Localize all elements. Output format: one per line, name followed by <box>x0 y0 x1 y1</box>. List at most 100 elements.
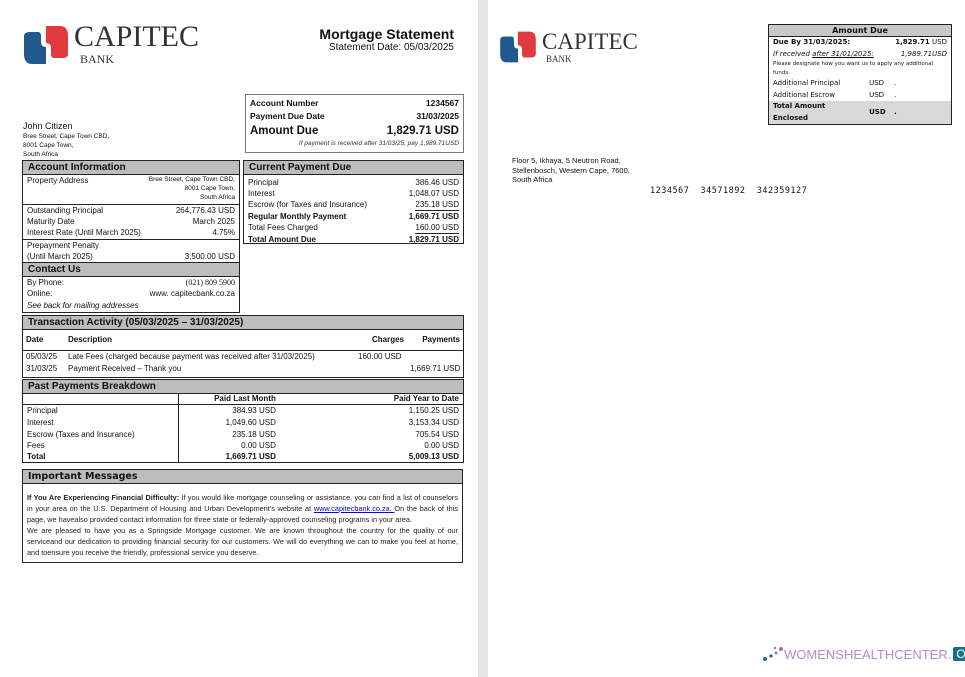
address-line: South Africa <box>512 175 553 184</box>
address-line: South Africa <box>23 151 59 158</box>
paid-last-month: 235.18 USD <box>232 430 276 439</box>
brand-sub: BANK <box>546 54 572 64</box>
column-header: Charges <box>371 335 404 344</box>
column-header <box>23 394 179 405</box>
column-header: Paid Year to Date <box>393 394 459 403</box>
unit: USD <box>869 90 885 99</box>
account-number-label: Account Number <box>250 98 319 108</box>
property-line: Bree Street, Cape Town CBD, <box>148 176 235 183</box>
property-label: Property Address <box>27 176 89 185</box>
penalty-label: Prepayment Penalty <box>27 241 100 250</box>
row-label: Principal <box>23 404 179 417</box>
section-header: Transaction Activity (05/03/2025 – 31/03… <box>23 316 463 330</box>
section-header: Past Payments Breakdown <box>23 380 463 394</box>
due-value: 1,829.71 USD <box>408 235 459 244</box>
address-line: Floor 5, Ikhaya, 5 Neutron Road, <box>512 156 621 165</box>
column-header: Payments <box>422 335 460 344</box>
account-number: 1234567 <box>425 98 459 108</box>
message-lead: If You Are Experiencing Financial Diffic… <box>27 493 180 502</box>
customer-name: John Citizen <box>23 121 73 131</box>
message-text: On the back of this page, we havealso pr… <box>27 504 458 524</box>
due-date: 31/03/2025 <box>416 111 459 121</box>
column-header: Paid Last Month <box>214 394 276 403</box>
amount-due-coupon: Amount Due Due By 31/03/2025: 1,829.71 US… <box>768 24 952 125</box>
paid-last-month: 1,049.60 USD <box>225 418 276 427</box>
document-title: Mortgage Statement <box>319 26 454 42</box>
watermark-tld: ORG <box>953 647 965 661</box>
brand-name: CAPITEC <box>542 29 638 54</box>
capitec-logo-icon <box>500 31 536 63</box>
customer-address: John Citizen Bree Street, Cape Town CBD,… <box>23 121 109 159</box>
statement-page-coupon: CAPITEC BANK Amount Due Due By 31/03/2025… <box>488 0 965 677</box>
past-payments-breakdown: Past Payments Breakdown Paid Last Month P… <box>22 379 464 463</box>
penalty-value: 3,500.00 USD <box>184 252 235 261</box>
paid-ytd: 0.00 USD <box>424 441 459 450</box>
phone-label: By Phone: <box>27 278 64 287</box>
paid-ytd: 705.54 USD <box>415 430 459 439</box>
column-header: Description <box>68 335 113 344</box>
due-value: 1,669.71 USD <box>408 212 459 221</box>
paid-ytd: 1,150.25 USD <box>408 406 459 415</box>
due-value: 1,048.07 USD <box>408 189 459 198</box>
section-header: Contact Us <box>23 263 239 277</box>
due-label: Regular Monthly Payment <box>248 212 347 221</box>
row-label: Fees <box>23 440 179 451</box>
brand-sub: BANK <box>80 52 115 66</box>
due-unit: USD <box>932 38 947 46</box>
late-amount: 1,989.71USD <box>900 49 947 58</box>
capitec-logo: CAPITEC BANK <box>24 22 199 67</box>
additional-escrow-field[interactable]: . <box>894 90 897 99</box>
additional-principal-field[interactable]: . <box>894 79 897 87</box>
address-line: Bree Street, Cape Town CBD, <box>23 133 110 140</box>
info-value: 4.75% <box>212 228 235 237</box>
message-text: We are pleased to have you as a Springsi… <box>27 526 458 557</box>
late-label: If received <box>773 49 813 58</box>
property-line: 8001 Cape Town, <box>184 185 235 192</box>
phone-number[interactable]: (021) 809 5900 <box>185 278 235 287</box>
info-label: Interest Rate (Until March 2025) <box>27 228 141 237</box>
unit: USD <box>869 107 886 116</box>
watermark-text: WOMENSHEALTHCENTER. <box>784 646 952 662</box>
txn-charges <box>355 363 407 375</box>
capitec-logo-icon <box>24 25 68 64</box>
txn-payments: 1,669.71 USD <box>410 364 461 373</box>
designate-note: Please designate how you want us to appl… <box>773 61 934 76</box>
brand-name: CAPITEC <box>74 20 200 53</box>
website-link[interactable]: www.capitecbank.co.za. <box>313 504 395 513</box>
address-line: Stellenbosch, Western Cape, 7600, <box>512 165 630 175</box>
total-enclosed-label: Total Amount Enclosed <box>773 102 826 122</box>
penalty-sub: (Until March 2025) <box>27 252 93 261</box>
paid-ytd: 5,009.13 USD <box>408 452 459 461</box>
txn-date: 31/03/25 <box>26 364 58 373</box>
paid-last-month: 0.00 USD <box>241 441 276 450</box>
address-line: 8001 Cape Town, <box>23 142 74 149</box>
due-value: 386.46 USD <box>415 178 459 187</box>
row-label: Escrow (Taxes and Insurance) <box>23 429 179 440</box>
info-value: March 2025 <box>192 217 235 226</box>
summary-box: Account Number 1234567 Payment Due Date 31… <box>245 94 464 153</box>
transaction-activity: Transaction Activity (05/03/2025 – 31/03… <box>22 315 464 378</box>
info-label: Maturity Date <box>27 217 75 226</box>
coupon-header: Amount Due <box>769 25 951 37</box>
row-label: Total <box>23 451 179 462</box>
watermark: WOMENSHEALTHCENTER. ORG <box>762 645 965 663</box>
statement-date: Statement Date: 05/03/2025 <box>328 42 454 53</box>
section-header: Current Payment Due <box>244 161 463 175</box>
unit: USD <box>869 79 885 87</box>
property-line: South Africa <box>199 194 235 201</box>
due-label: Total Amount Due <box>248 235 316 244</box>
txn-payments <box>407 351 463 364</box>
total-enclosed-field[interactable]: . <box>894 107 897 116</box>
capitec-logo: CAPITEC BANK <box>500 30 638 64</box>
due-value: 235.18 USD <box>415 200 459 211</box>
row-label: Interest <box>23 417 179 429</box>
paid-ytd: 3,153.34 USD <box>408 418 459 427</box>
due-by-label: Due By 31/03/2025: <box>773 38 851 46</box>
section-header: Account Information <box>23 161 239 175</box>
remit-address: Floor 5, Ikhaya, 5 Neutron Road, Stellen… <box>512 156 630 185</box>
mailing-note: See back for mailing addresses <box>27 301 139 310</box>
txn-charges: 160.00 USD <box>358 352 402 361</box>
website-link[interactable]: www. capitecbank.co.za <box>149 289 235 298</box>
amount-due: 1,829.71 USD <box>386 125 459 137</box>
current-payment-due: Current Payment Due Principal 386.46 USD … <box>243 160 464 244</box>
